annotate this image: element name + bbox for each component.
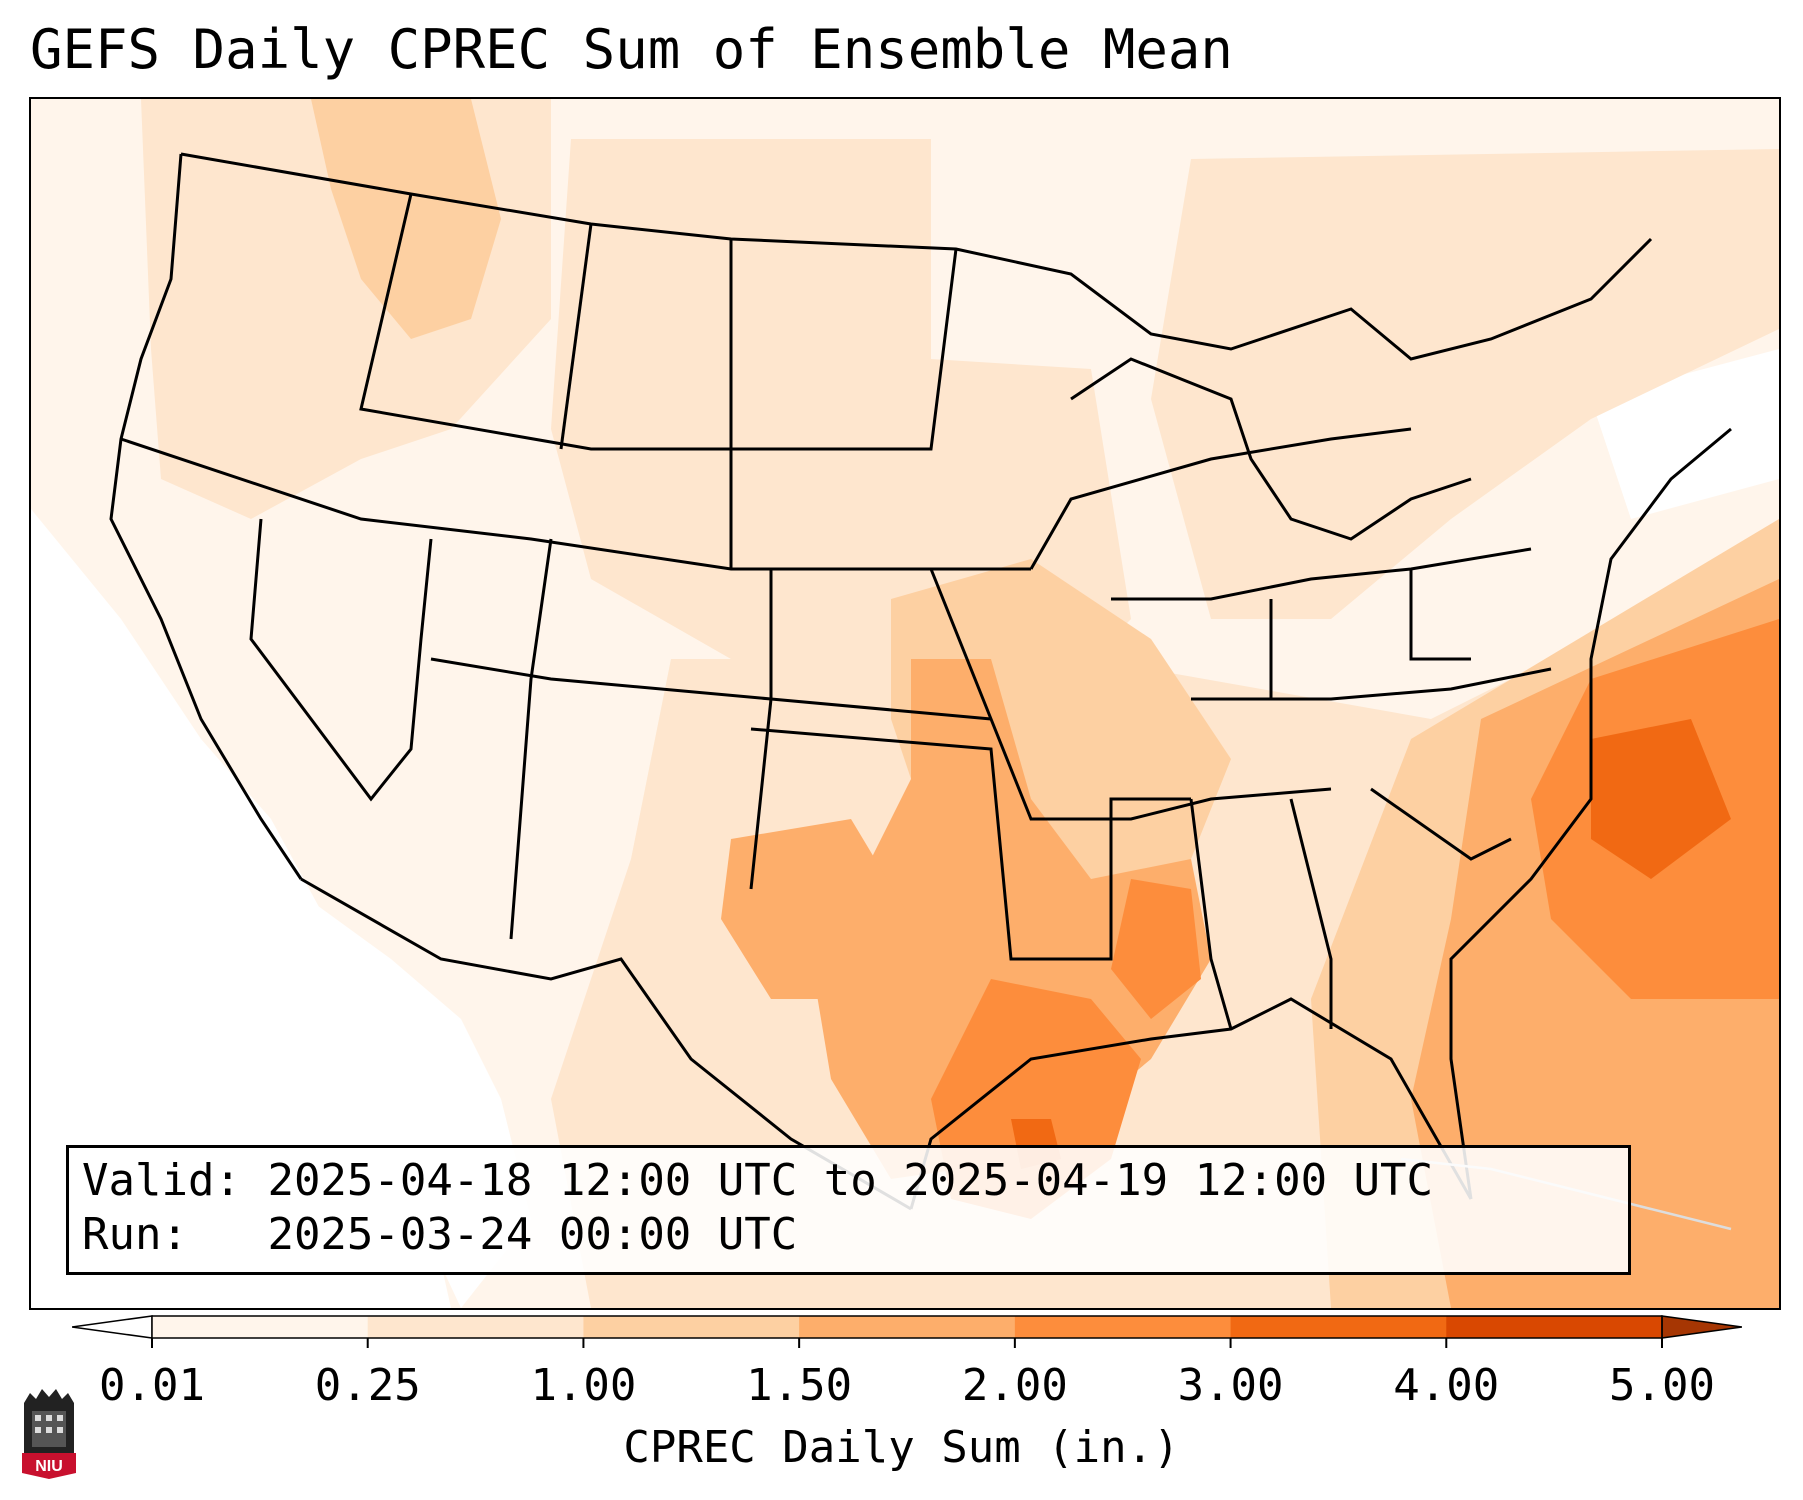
colorbar-segment bbox=[1446, 1316, 1663, 1338]
state-line-k bbox=[1029, 427, 1412, 570]
colorbar bbox=[72, 1315, 1742, 1348]
state-line-n bbox=[1189, 798, 1233, 1030]
svg-text:NIU: NIU bbox=[35, 1458, 63, 1475]
field-peak-ocean bbox=[1591, 719, 1731, 879]
colorbar-outline bbox=[151, 1315, 1663, 1339]
colorbar-tick-label: 3.00 bbox=[1177, 1360, 1284, 1411]
colorbar-tick-label: 5.00 bbox=[1609, 1360, 1715, 1411]
colorbar-segment bbox=[1230, 1316, 1447, 1338]
state-line-r bbox=[1409, 569, 1471, 661]
us-mexico-border bbox=[300, 877, 912, 1211]
colorbar-segment bbox=[152, 1316, 369, 1338]
state-line-h bbox=[749, 569, 773, 890]
colorbar-segment bbox=[799, 1316, 1016, 1338]
west-coast bbox=[109, 153, 303, 880]
colorbar-tick-label: 0.01 bbox=[99, 1360, 205, 1411]
colorbar-tick-label: 1.50 bbox=[746, 1360, 853, 1411]
state-line-a bbox=[359, 193, 733, 569]
niu-logo: NIU bbox=[22, 1389, 76, 1479]
colorbar-tick-label: 0.25 bbox=[314, 1360, 421, 1411]
political-boundaries bbox=[109, 152, 1732, 1231]
colorbar-segment bbox=[1014, 1316, 1232, 1338]
colorbar-under-arrow bbox=[72, 1315, 153, 1339]
state-line-d bbox=[120, 437, 1031, 571]
map-title: GEFS Daily CPREC Sum of Ensemble Mean bbox=[30, 18, 1233, 81]
colorbar-over-arrow bbox=[1661, 1315, 1742, 1339]
great-lakes bbox=[1070, 357, 1472, 541]
colorbar-segment bbox=[583, 1316, 800, 1338]
state-line-i bbox=[750, 727, 1191, 961]
field-dry-mexico bbox=[31, 509, 451, 1308]
run-label: Run: bbox=[82, 1209, 188, 1260]
colorbar-tick-label: 4.00 bbox=[1393, 1360, 1500, 1411]
precipitation-map bbox=[29, 97, 1781, 1310]
east-coast bbox=[1449, 427, 1732, 1200]
colorbar-ticks bbox=[151, 1338, 1663, 1348]
colorbar-segment bbox=[367, 1316, 584, 1338]
gulf-coast bbox=[909, 997, 1473, 1210]
colorbar-tick-label: 1.00 bbox=[530, 1360, 637, 1411]
state-line-l bbox=[1111, 547, 1532, 601]
state-line-o bbox=[1289, 798, 1333, 1029]
state-line-m bbox=[1191, 667, 1552, 701]
state-line-c bbox=[729, 239, 958, 451]
state-line-p bbox=[1370, 787, 1512, 861]
field-orange-texas bbox=[721, 819, 911, 999]
state-line-j bbox=[929, 568, 1332, 821]
state-line-e bbox=[249, 518, 433, 802]
valid-label: Valid: bbox=[82, 1155, 241, 1206]
state-line-b bbox=[559, 223, 593, 450]
colorbar-label: CPREC Daily Sum (in.) bbox=[623, 1422, 1180, 1473]
state-line-g bbox=[509, 538, 553, 940]
field-dark-mississippi bbox=[1111, 879, 1201, 1019]
colorbar-tick-label: 2.00 bbox=[961, 1360, 1068, 1411]
state-line-f bbox=[430, 657, 992, 721]
valid-range: 2025-04-18 12:00 UTC to 2025-04-19 12:00… bbox=[267, 1155, 1434, 1206]
colorbar-segments bbox=[72, 1315, 1742, 1339]
run-time: 2025-03-24 00:00 UTC bbox=[267, 1209, 798, 1260]
validity-info-box: Valid: 2025-04-18 12:00 UTC to 2025-04-1… bbox=[66, 1145, 1631, 1275]
